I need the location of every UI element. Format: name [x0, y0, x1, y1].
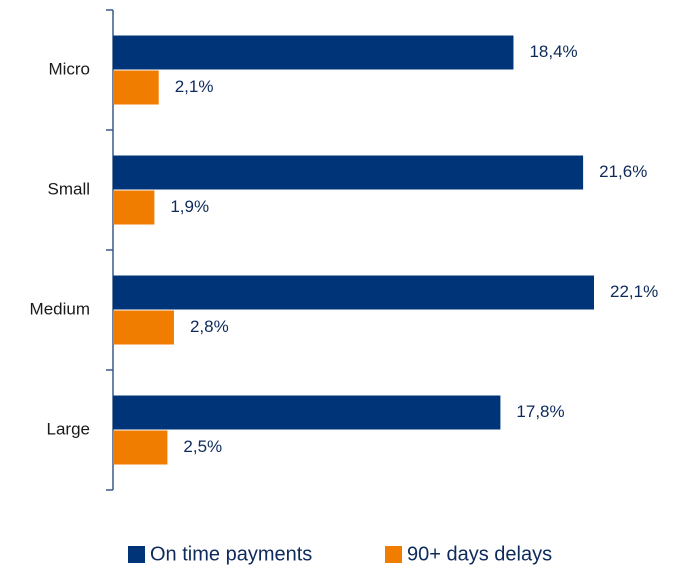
value-label: 2,5% [183, 437, 222, 456]
bar [113, 430, 168, 465]
bar [113, 275, 594, 310]
value-label: 21,6% [599, 162, 647, 181]
category-label: Micro [48, 59, 90, 78]
bar [113, 190, 155, 225]
value-label: 2,1% [175, 77, 214, 96]
bar [113, 395, 501, 430]
legend-swatch [385, 546, 402, 563]
value-label: 1,9% [170, 197, 209, 216]
category-label: Medium [30, 299, 90, 318]
bar [113, 35, 514, 70]
value-label: 2,8% [190, 317, 229, 336]
bar [113, 70, 159, 105]
bar [113, 155, 584, 190]
category-label: Small [47, 179, 90, 198]
legend-label: 90+ days delays [407, 543, 552, 565]
value-label: 18,4% [529, 42, 577, 61]
bar [113, 310, 174, 345]
legend-swatch [128, 546, 145, 563]
value-label: 22,1% [610, 282, 658, 301]
value-label: 17,8% [516, 402, 564, 421]
legend-label: On time payments [150, 543, 312, 565]
category-label: Large [47, 419, 90, 438]
